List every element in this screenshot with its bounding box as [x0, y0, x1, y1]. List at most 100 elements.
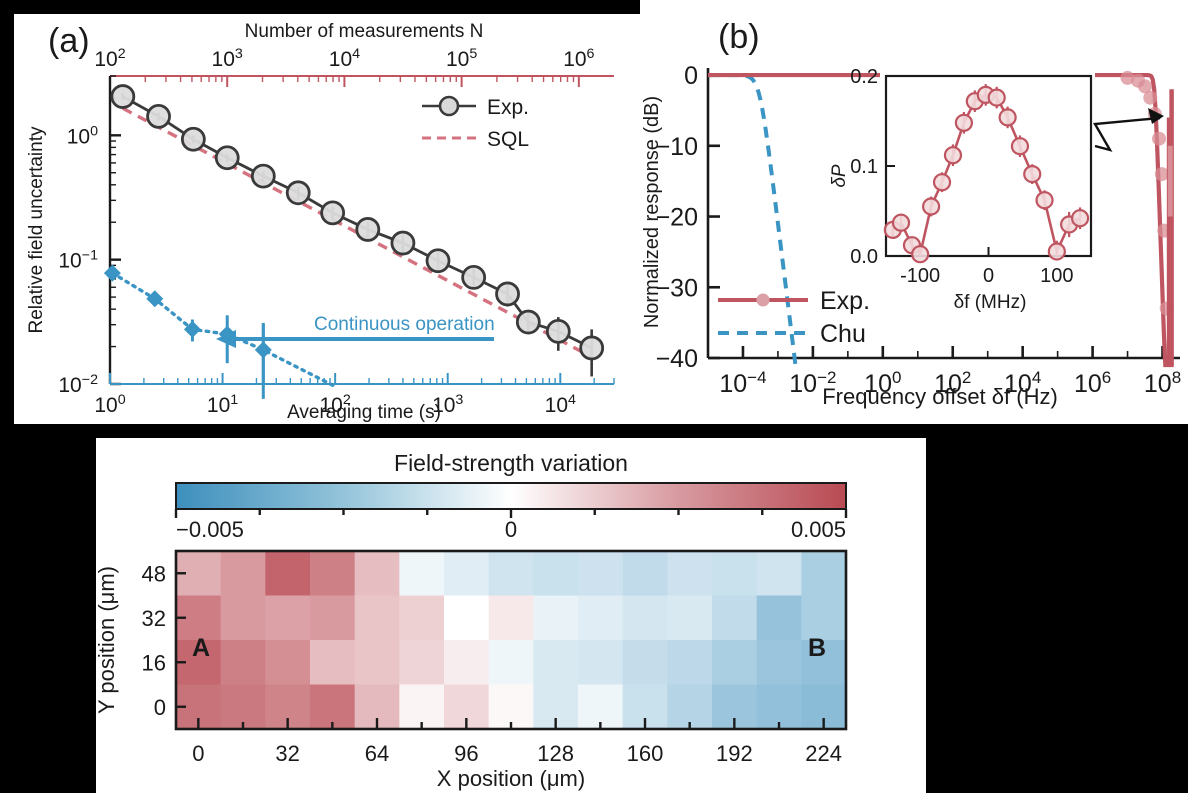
panel-c-x-tick-label: 32: [275, 741, 299, 766]
panel-c-heatmap-grid: [176, 551, 847, 730]
panel-b-legend: Exp. Chu: [718, 287, 870, 348]
svg-text:108: 108: [1144, 368, 1181, 399]
heatmap-cell: [399, 640, 445, 685]
data-marker: [1152, 131, 1167, 146]
svg-text:103: 103: [432, 392, 463, 417]
data-marker: [998, 108, 1017, 127]
heatmap-cell: [354, 551, 400, 596]
panel-b-legend-label-chu: Chu: [820, 320, 866, 348]
heatmap-cell: [310, 640, 356, 685]
data-marker: [515, 309, 541, 335]
panel-b-label: (b): [718, 18, 760, 56]
panel-b-y-tick-label: −20: [656, 204, 698, 232]
heatmap-cell: [310, 595, 356, 641]
heatmap-cell: [488, 551, 534, 596]
panel-a-label: (a): [48, 22, 90, 60]
svg-text:104: 104: [545, 392, 576, 417]
sql-dashed-line: [122, 106, 593, 359]
panel-c-colorbar: −0.005 0 0.005: [174, 482, 848, 542]
svg-text:10−2: 10−2: [789, 368, 836, 399]
panel-c-x-tick-label: 224: [805, 741, 842, 766]
colorbar-mid-label: 0: [505, 517, 517, 542]
data-marker: [390, 230, 416, 256]
svg-text:100: 100: [864, 368, 901, 399]
heatmap-cell: [265, 595, 311, 641]
data-marker: [1138, 79, 1153, 94]
panel-c-container: Field-strength variation −0.005 0 0.005 …: [96, 438, 926, 793]
svg-text:106: 106: [1074, 368, 1111, 399]
heatmap-cell: [578, 640, 624, 685]
data-marker: [1010, 137, 1030, 156]
heatmap-cell: [265, 640, 311, 685]
data-marker: [495, 281, 520, 307]
heatmap-cell: [220, 640, 266, 685]
heatmap-cell: [622, 595, 668, 641]
colorbar-max-label: 0.005: [791, 517, 846, 542]
continuous-dotted-line: [110, 271, 337, 389]
heatmap-cell: [354, 640, 400, 685]
panel-c-x-tick-label: 96: [454, 741, 478, 766]
panel-b-legend-label-exp: Exp.: [820, 287, 870, 315]
heatmap-cell: [622, 551, 668, 596]
data-marker: [180, 126, 206, 152]
data-marker: [1047, 242, 1066, 261]
panel-a-legend-label-sql: SQL: [487, 128, 529, 151]
data-marker: [110, 84, 136, 109]
heatmap-cell: [578, 551, 624, 596]
heatmap-cell: [712, 640, 758, 685]
heatmap-cell: [265, 551, 311, 596]
heatmap-cell: [444, 595, 490, 641]
legend-marker-exp-b: [756, 293, 770, 307]
panel-b-inset: 0.0 0.1 0.2 -100 0 100 δP δf (MHz): [829, 66, 1164, 313]
heatmap-cell: [801, 551, 847, 596]
inset-y-tick-label: 0.0: [850, 246, 878, 268]
heatmap-cell: [220, 551, 266, 596]
heatmap-cell: [488, 595, 534, 641]
heatmap-cell: [712, 551, 758, 596]
svg-text:104: 104: [1004, 368, 1041, 399]
legend-marker-exp: [438, 95, 460, 117]
panel-b-axes: 0 −10 −20 −30 −40 10−4 10−2 100 102 104 106 108: [656, 62, 1182, 398]
panel-a-legend: Exp. SQL: [422, 95, 529, 151]
heatmap-cell: [354, 595, 400, 641]
heatmap-cell: [533, 595, 579, 641]
inset-x-tick-label: 100: [1040, 265, 1073, 287]
panel-b-chu-curve: [708, 73, 798, 365]
svg-text:104: 104: [329, 46, 360, 71]
colorbar-min-label: −0.005: [176, 517, 244, 542]
panel-a-continuous-series: [103, 264, 337, 399]
panel-b-y-tick-label: 0: [684, 62, 698, 90]
heatmap-cell: [801, 640, 847, 685]
inset-x-tick-label: -100: [900, 265, 940, 287]
panel-c-x-axis-title: X position (μm): [437, 766, 585, 791]
data-marker: [425, 248, 451, 274]
data-marker: [250, 163, 276, 189]
data-marker: [1143, 90, 1158, 105]
data-marker: [1023, 165, 1042, 184]
panel-c-title: Field-strength variation: [394, 450, 628, 476]
inset-data-series: [883, 84, 1090, 264]
panel-c-x-tick-label: 192: [716, 741, 753, 766]
svg-text:10−1: 10−1: [58, 248, 98, 273]
panel-c-y-axis-title: Y position (μm): [96, 566, 119, 714]
panel-a-annotation: Continuous operation: [216, 314, 495, 348]
data-marker: [285, 180, 311, 206]
heatmap-cell: [533, 640, 579, 685]
svg-text:105: 105: [446, 46, 477, 71]
heatmap-cell: [667, 595, 713, 641]
panel-c-x-tick-label: 160: [627, 741, 664, 766]
point-label-b: B: [808, 634, 826, 662]
data-marker: [1070, 209, 1090, 228]
heatmap-cell: [801, 595, 847, 641]
svg-text:102: 102: [934, 368, 971, 399]
data-marker: [922, 197, 941, 216]
heatmap-cell: [756, 595, 802, 641]
heatmap-cell: [667, 640, 713, 685]
inset-x-tick-label: 0: [983, 265, 994, 287]
data-marker: [1035, 191, 1054, 210]
panel-a-annotation-label: Continuous operation: [314, 314, 495, 335]
svg-text:101: 101: [207, 392, 238, 417]
svg-text:102: 102: [319, 392, 350, 417]
heatmap-cell: [488, 640, 534, 685]
panel-a-x-axis-title: Averaging time (s): [287, 402, 441, 423]
